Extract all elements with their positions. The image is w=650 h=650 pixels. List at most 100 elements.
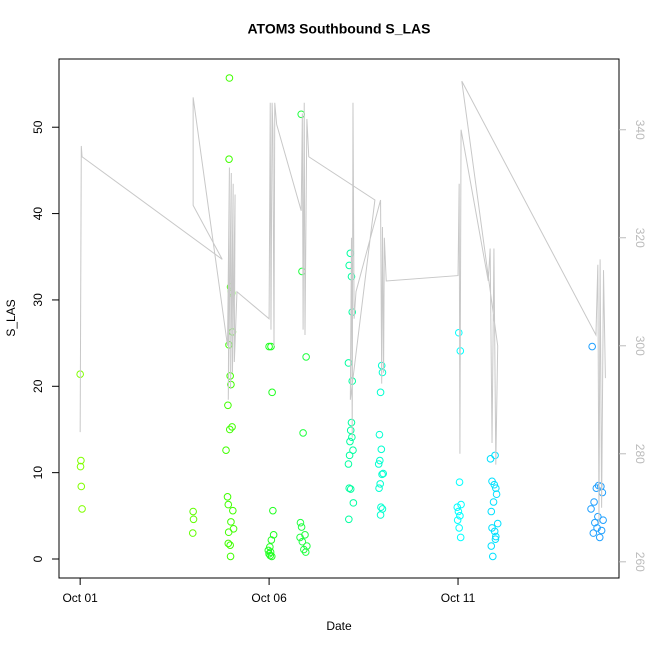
point bbox=[189, 515, 198, 524]
point bbox=[489, 498, 498, 506]
point bbox=[457, 500, 465, 509]
point bbox=[487, 507, 496, 516]
point bbox=[597, 526, 606, 535]
x-axis-label: Date bbox=[326, 619, 352, 633]
point bbox=[227, 518, 235, 526]
plot-frame bbox=[58, 58, 620, 579]
point bbox=[225, 74, 234, 82]
point bbox=[486, 455, 495, 463]
line bbox=[79, 80, 606, 524]
point bbox=[77, 456, 85, 465]
point bbox=[374, 460, 383, 468]
point bbox=[269, 506, 277, 515]
point bbox=[376, 456, 384, 465]
x-tick-label: Oct 06 bbox=[251, 591, 287, 605]
point bbox=[346, 485, 355, 493]
point bbox=[456, 512, 464, 520]
point bbox=[376, 480, 384, 488]
point bbox=[296, 518, 305, 527]
point bbox=[77, 482, 86, 491]
point bbox=[492, 532, 500, 541]
point bbox=[590, 498, 598, 506]
point bbox=[296, 533, 304, 542]
point bbox=[344, 460, 353, 468]
point bbox=[595, 533, 604, 542]
point bbox=[346, 437, 354, 446]
point bbox=[225, 155, 233, 163]
point bbox=[224, 500, 233, 509]
point bbox=[587, 505, 595, 513]
y-axis-label: S_LAS bbox=[4, 299, 18, 336]
point bbox=[377, 445, 386, 454]
point bbox=[268, 388, 276, 397]
point bbox=[599, 516, 607, 524]
point bbox=[379, 469, 388, 478]
point bbox=[453, 503, 462, 511]
point bbox=[347, 418, 356, 427]
point bbox=[229, 506, 237, 515]
point bbox=[266, 551, 275, 560]
point bbox=[594, 512, 602, 521]
y-tick-label: 20 bbox=[31, 379, 45, 393]
point bbox=[345, 515, 353, 524]
point bbox=[492, 490, 501, 499]
point bbox=[487, 542, 496, 550]
point bbox=[598, 488, 607, 497]
point bbox=[346, 426, 355, 435]
point bbox=[298, 537, 307, 546]
y2-tick-label: 260 bbox=[633, 552, 647, 572]
point bbox=[225, 425, 234, 434]
y-tick-label: 40 bbox=[31, 207, 45, 221]
point bbox=[490, 527, 499, 536]
point bbox=[266, 548, 275, 556]
y-tick-label: 0 bbox=[31, 555, 45, 562]
point bbox=[490, 480, 499, 489]
point bbox=[226, 552, 235, 561]
y2-tick-label: 340 bbox=[633, 120, 647, 140]
point bbox=[226, 541, 234, 549]
point bbox=[491, 535, 500, 543]
point bbox=[267, 342, 275, 351]
point bbox=[228, 423, 236, 431]
point bbox=[589, 529, 598, 537]
point bbox=[375, 484, 383, 492]
x-tick-label: Oct 01 bbox=[62, 591, 98, 605]
point bbox=[224, 539, 233, 548]
point bbox=[299, 429, 307, 437]
point bbox=[345, 451, 354, 460]
point bbox=[188, 529, 197, 537]
point bbox=[376, 511, 385, 519]
y-tick-label: 10 bbox=[31, 466, 45, 480]
point bbox=[265, 550, 273, 558]
point bbox=[224, 401, 232, 410]
point bbox=[189, 507, 197, 516]
point bbox=[591, 518, 599, 527]
point bbox=[588, 342, 596, 351]
point bbox=[454, 328, 463, 337]
point bbox=[376, 388, 385, 397]
y2-tick-label: 280 bbox=[633, 444, 647, 464]
y-tick-label: 30 bbox=[31, 293, 45, 307]
point bbox=[229, 524, 238, 533]
point bbox=[267, 536, 276, 544]
x-tick-label: Oct 11 bbox=[441, 591, 476, 605]
point bbox=[592, 484, 601, 492]
point bbox=[301, 548, 310, 556]
point bbox=[378, 368, 387, 377]
point bbox=[593, 524, 601, 532]
point bbox=[375, 430, 384, 439]
point bbox=[265, 342, 273, 351]
point bbox=[302, 353, 310, 361]
point bbox=[491, 451, 499, 460]
point bbox=[76, 462, 85, 471]
point bbox=[224, 528, 233, 537]
y2-tick-label: 320 bbox=[633, 228, 647, 248]
point bbox=[488, 552, 497, 561]
point bbox=[345, 484, 354, 492]
point bbox=[269, 531, 278, 539]
y-tick-label: 50 bbox=[31, 120, 45, 134]
point bbox=[455, 478, 464, 486]
point bbox=[297, 523, 306, 531]
point bbox=[297, 110, 306, 119]
